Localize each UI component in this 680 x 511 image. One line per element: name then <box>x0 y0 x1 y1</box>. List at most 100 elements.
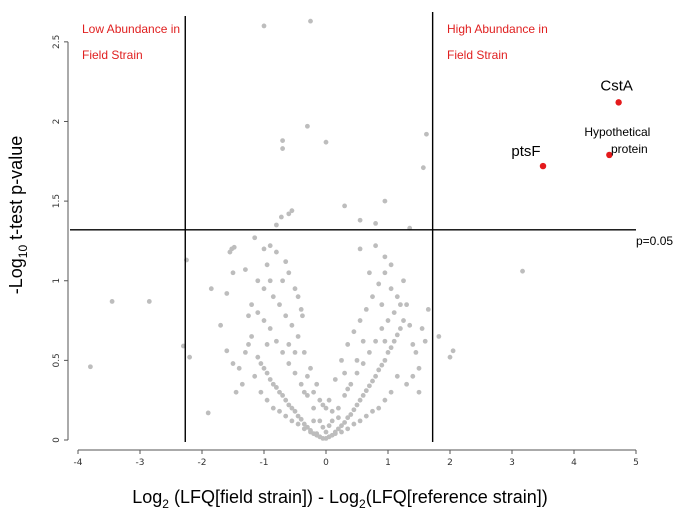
data-point <box>277 389 282 395</box>
data-point <box>252 235 258 241</box>
data-point <box>413 350 419 355</box>
data-point <box>301 350 307 355</box>
data-point <box>391 338 397 344</box>
data-point <box>233 389 239 395</box>
data-point <box>373 243 378 249</box>
data-point <box>419 326 425 331</box>
x-tick-label: -1 <box>260 458 269 468</box>
data-point <box>280 393 285 398</box>
background-points <box>88 18 525 441</box>
highlighted-points <box>539 99 622 170</box>
data-point <box>385 318 391 323</box>
data-point <box>326 397 332 403</box>
data-point <box>354 357 360 363</box>
data-point <box>230 361 236 366</box>
data-point <box>305 373 310 379</box>
data-point <box>292 350 298 355</box>
data-point <box>398 326 403 331</box>
data-point <box>264 262 270 268</box>
data-point <box>326 423 332 429</box>
data-point <box>376 281 382 287</box>
data-point <box>146 299 152 304</box>
data-point <box>376 367 382 373</box>
ptsF-label: ptsF <box>511 143 540 160</box>
data-point <box>348 412 354 417</box>
data-point <box>289 322 295 328</box>
data-point <box>351 329 357 335</box>
data-point <box>295 294 301 300</box>
data-point <box>255 278 261 284</box>
data-point <box>280 278 285 284</box>
data-point <box>274 222 279 228</box>
data-point <box>286 361 292 366</box>
hypothetical-label-line1: Hypothetical <box>584 125 650 139</box>
data-point <box>420 165 426 171</box>
data-point <box>388 345 394 351</box>
data-point <box>379 326 385 331</box>
data-point <box>398 302 403 308</box>
x-tick-label: 3 <box>509 458 515 468</box>
y-tick-label: 2 <box>52 119 62 125</box>
data-point <box>329 418 335 424</box>
data-point <box>270 294 276 300</box>
data-point <box>278 214 284 220</box>
data-point <box>295 421 301 427</box>
data-point <box>357 418 363 424</box>
y-tick-label: 1 <box>52 278 62 284</box>
data-point <box>394 332 400 338</box>
data-point <box>261 365 267 371</box>
data-point <box>283 259 289 265</box>
hypothetical-label-line2: protein <box>611 142 648 156</box>
high-abundance-label-line2: Field Strain <box>447 48 508 62</box>
data-point <box>301 426 307 432</box>
data-point <box>286 402 292 408</box>
data-point <box>218 322 224 328</box>
data-point <box>246 342 251 347</box>
data-point <box>261 23 267 29</box>
data-point <box>277 408 282 414</box>
data-point <box>267 278 273 284</box>
data-point <box>363 413 369 419</box>
data-point <box>249 302 255 308</box>
data-point <box>292 370 298 376</box>
data-point <box>388 262 394 268</box>
data-point <box>243 350 248 355</box>
data-point <box>385 350 391 355</box>
data-point <box>336 426 341 432</box>
data-point <box>230 270 236 276</box>
highlight-point <box>606 151 613 159</box>
data-point <box>264 370 270 376</box>
data-point <box>345 342 351 347</box>
data-point <box>342 420 347 425</box>
data-point <box>261 286 267 292</box>
data-point <box>339 357 344 363</box>
data-point <box>255 354 261 360</box>
data-point <box>345 415 351 421</box>
x-tick-label: 0 <box>323 458 329 468</box>
data-point <box>292 408 298 414</box>
data-point <box>286 211 292 217</box>
data-point <box>267 326 273 331</box>
data-point <box>289 418 295 424</box>
data-point <box>320 402 326 408</box>
data-point <box>416 389 422 395</box>
data-point <box>308 365 313 371</box>
data-point <box>264 342 270 347</box>
threshold-lines <box>70 12 636 442</box>
y-axis-title: -Log10 t-test p-value <box>6 136 30 294</box>
data-point <box>243 267 248 272</box>
data-point <box>407 322 413 328</box>
data-point <box>348 381 354 387</box>
data-point <box>311 405 316 411</box>
data-point <box>308 18 313 24</box>
data-point <box>370 294 375 300</box>
data-point <box>367 350 372 355</box>
data-point <box>314 381 320 387</box>
high-abundance-label-line1: High Abundance in <box>447 22 548 36</box>
data-point <box>280 146 285 151</box>
data-point <box>295 334 301 339</box>
data-point <box>332 377 338 382</box>
data-point <box>410 373 416 379</box>
data-point <box>360 393 366 398</box>
data-point <box>292 286 298 292</box>
